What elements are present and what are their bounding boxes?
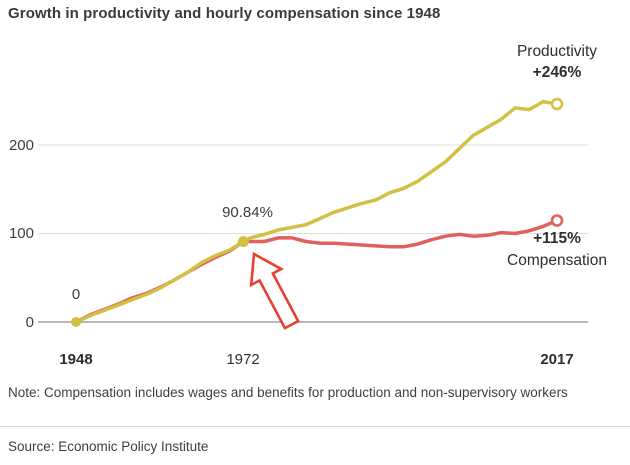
annotation-arrow-icon (249, 251, 300, 330)
page-title: Growth in productivity and hourly compen… (8, 5, 441, 22)
compensation-value-label: +115% (533, 230, 581, 247)
chart-markers (71, 97, 564, 327)
productivity-endpoint (550, 97, 564, 111)
compensation-endpoint (550, 214, 564, 227)
divergence-dot (237, 236, 249, 248)
y-axis-tick-200: 200 (8, 137, 34, 154)
footer-divider (0, 426, 630, 427)
y-axis-tick-100: 100 (8, 225, 34, 242)
x-axis-tick-1948: 1948 (59, 351, 93, 368)
start-value-label: 0 (71, 286, 81, 303)
chart-series (74, 99, 559, 324)
x-axis-tick-1972: 1972 (226, 351, 260, 368)
productivity-series-label: Productivity (516, 43, 598, 60)
productivity-value-label: +246% (532, 64, 582, 81)
start-dot (71, 317, 81, 327)
source-text: Source: Economic Policy Institute (8, 439, 209, 454)
y-axis-tick-0: 0 (25, 314, 34, 331)
x-axis-tick-2017: 2017 (540, 351, 574, 368)
compensation-series-label: Compensation (507, 252, 607, 269)
divergence-value-label: 90.84% (222, 204, 273, 221)
productivity-line (74, 99, 559, 324)
note-text: Note: Compensation includes wages and be… (8, 385, 568, 400)
